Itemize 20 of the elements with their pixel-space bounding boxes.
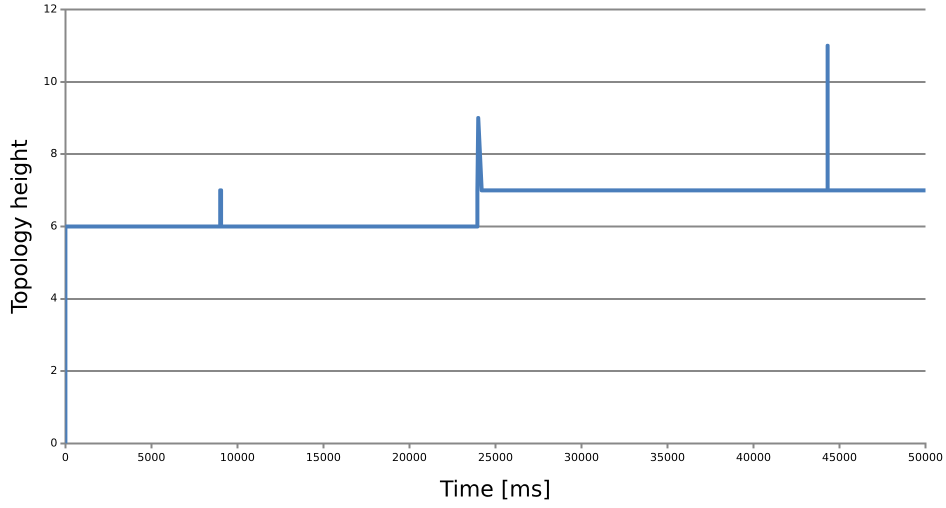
y-tick-label: 6 xyxy=(50,219,58,232)
x-tick-label: 40000 xyxy=(736,450,771,464)
x-tick-label: 20000 xyxy=(392,450,427,464)
x-tick-label: 45000 xyxy=(822,450,857,464)
y-axis-title: Topology height xyxy=(8,139,33,315)
x-tick-label: 25000 xyxy=(478,450,513,464)
x-tick-label: 30000 xyxy=(564,450,599,464)
x-tick-label: 15000 xyxy=(306,450,341,464)
x-axis-title: Time [ms] xyxy=(438,478,551,503)
y-tick-label: 8 xyxy=(50,147,58,160)
x-tick-label: 10000 xyxy=(220,450,255,464)
x-tick-label: 50000 xyxy=(908,450,944,464)
x-tick-label: 5000 xyxy=(137,450,166,464)
x-tick-label: 0 xyxy=(62,450,69,464)
y-tick-label: 4 xyxy=(50,292,58,305)
y-tick-label: 0 xyxy=(50,436,58,450)
y-tick-label: 2 xyxy=(50,364,58,377)
y-tick-label: 12 xyxy=(43,2,58,16)
x-tick-label: 35000 xyxy=(650,450,685,464)
y-tick-label: 10 xyxy=(43,74,58,88)
